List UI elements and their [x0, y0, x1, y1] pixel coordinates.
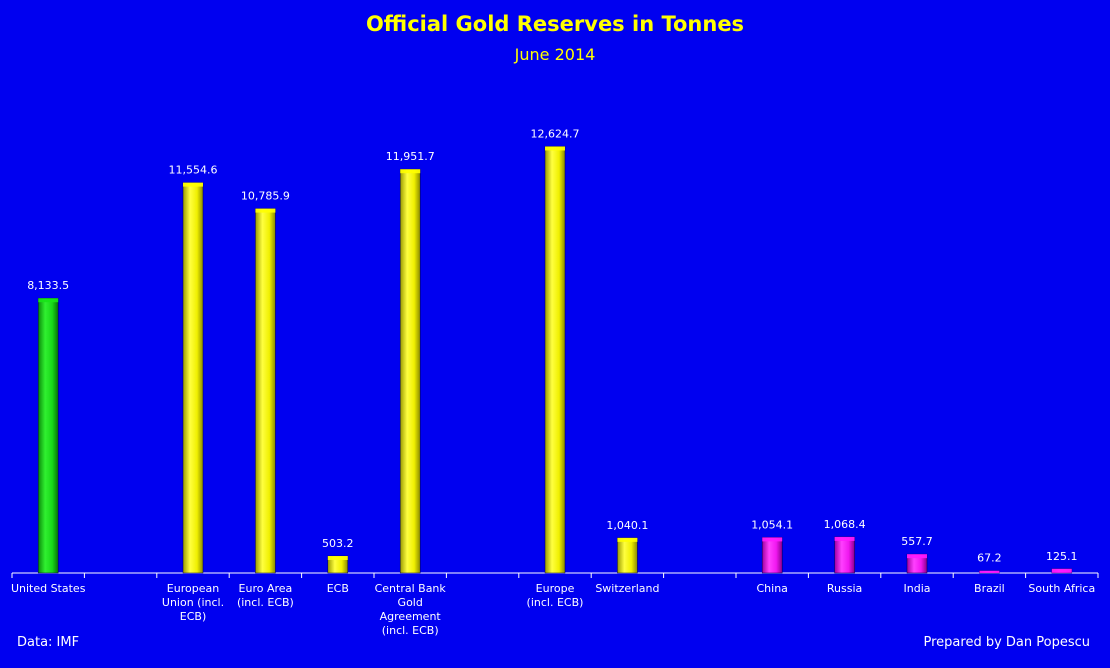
x-tick-label: Switzerland [595, 582, 659, 595]
bar-cap [327, 555, 348, 560]
bar [761, 537, 783, 574]
bar [544, 146, 566, 574]
x-tick-label: ECB [327, 582, 349, 595]
plot-area: United States 8,133.5 European Union (incl.… [11, 127, 1099, 637]
bar [399, 168, 421, 574]
bar-cap [979, 570, 1000, 573]
data-label: 11,951.7 [386, 150, 435, 163]
bar [255, 208, 276, 574]
bar-cap [834, 536, 855, 541]
data-label: 1,054.1 [751, 518, 793, 531]
x-tick-label: Euro Area (incl. ECB) [237, 582, 294, 609]
bar-cap [617, 537, 638, 542]
bar-cap [762, 537, 783, 542]
x-tick-label: European Union (incl. ECB) [162, 582, 224, 623]
data-source-note: Data: IMF [17, 635, 80, 650]
data-label: 8,133.5 [27, 279, 69, 292]
data-label: 10,785.9 [241, 190, 290, 203]
x-tick-label: South Africa [1028, 582, 1095, 595]
x-tick-label: Brazil [974, 582, 1005, 595]
data-label: 125.1 [1046, 550, 1078, 563]
bar-cap [38, 298, 59, 303]
bar [37, 297, 59, 574]
chart-subtitle: June 2014 [514, 45, 596, 64]
bar [834, 536, 855, 574]
x-tick-label: Europe (incl. ECB) [527, 582, 584, 609]
data-label: 67.2 [977, 552, 1002, 565]
chart-title: Official Gold Reserves in Tonnes [365, 12, 745, 36]
data-label: 1,068.4 [824, 518, 866, 531]
bar-cap [907, 554, 927, 559]
bar-cap [1051, 568, 1072, 573]
x-tick-label: China [756, 582, 787, 595]
x-tick-label: Central Bank Gold Agreement (incl. ECB) [375, 582, 447, 637]
x-tick-label: India [904, 582, 931, 595]
data-label: 1,040.1 [606, 519, 648, 532]
bar [182, 182, 204, 574]
bar-cap [400, 169, 421, 174]
data-label: 557.7 [901, 535, 933, 548]
bar-cap [545, 146, 565, 151]
author-credit: Prepared by Dan Popescu [923, 635, 1091, 650]
data-label: 11,554.6 [169, 164, 218, 177]
data-label: 503.2 [322, 537, 354, 550]
bar-cap [183, 182, 203, 187]
x-tick-label: United States [11, 582, 86, 595]
data-label: 12,624.7 [531, 127, 580, 140]
bar-cap [255, 208, 276, 213]
x-tick-label: Russia [827, 582, 862, 595]
bar [617, 537, 638, 574]
